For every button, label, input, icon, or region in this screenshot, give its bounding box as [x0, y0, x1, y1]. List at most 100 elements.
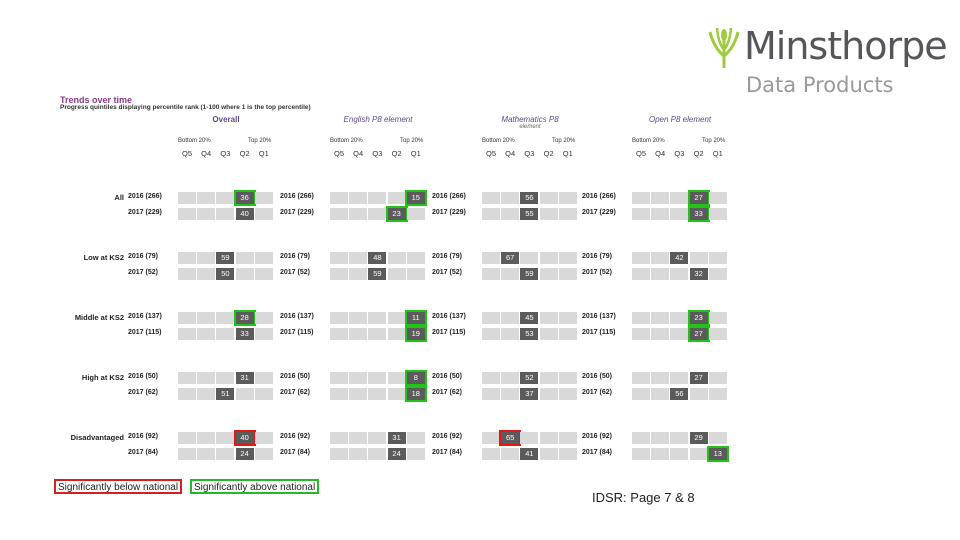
quintile-empty-cell [254, 372, 273, 384]
quintile-empty-cell [216, 328, 235, 340]
quintile-empty-cell [330, 388, 348, 400]
scale-bottom-label: Bottom 20% [482, 138, 515, 144]
quintile-empty-cell [558, 388, 577, 400]
quintile-empty-cell [406, 432, 425, 444]
year-label: 2017 (62) [582, 389, 612, 396]
quintile-header: Q3 [372, 149, 383, 158]
quintile-empty-cell [406, 252, 425, 264]
year-label: 2016 (79) [582, 253, 612, 260]
quintile-empty-cell [330, 328, 348, 340]
year-label: 2017 (229) [280, 209, 314, 216]
quintile-empty-cell [254, 268, 273, 280]
quintile-empty-cell [632, 432, 650, 444]
quintile-empty-cell [651, 372, 670, 384]
quintile-empty-cell [651, 328, 670, 340]
year-label: 2016 (50) [280, 373, 310, 380]
quintile-empty-cell [197, 328, 216, 340]
element-note: element [519, 124, 541, 130]
quintile-empty-cell [235, 388, 254, 400]
quintile-empty-cell [651, 192, 670, 204]
quintile-value-cell: 42 [670, 252, 689, 264]
quintile-empty-cell [330, 208, 348, 220]
quintile-empty-cell [368, 448, 387, 460]
quintile-empty-cell [539, 372, 558, 384]
section-subtitle: Progress quintiles displaying percentile… [60, 104, 311, 111]
quintile-value-cell: 59 [216, 252, 235, 264]
quintile-empty-cell [216, 448, 235, 460]
quintile-header: Q5 [635, 149, 646, 158]
quintile-empty-cell [235, 252, 254, 264]
element-title: Open P8 element [648, 115, 712, 124]
quintile-empty-cell [558, 252, 577, 264]
quintile-empty-cell [330, 252, 348, 264]
quintile-empty-cell [216, 432, 235, 444]
year-label: 2016 (137) [582, 313, 616, 320]
quintile-empty-cell [368, 312, 387, 324]
quintile-empty-cell [558, 208, 577, 220]
quintile-empty-cell [197, 312, 216, 324]
quintile-empty-cell [501, 328, 520, 340]
quintile-empty-cell [632, 372, 650, 384]
quintile-empty-cell [349, 192, 368, 204]
quintile-value-cell: 18 [404, 386, 427, 402]
quintile-empty-cell [197, 448, 216, 460]
page-reference: IDSR: Page 7 & 8 [592, 490, 695, 505]
quintile-header: Q3 [220, 149, 231, 158]
quintile-value-cell: 13 [706, 446, 729, 462]
quintile-value-cell: 56 [670, 388, 689, 400]
quintile-empty-cell [197, 388, 216, 400]
quintile-empty-cell [178, 208, 196, 220]
quintile-empty-cell [254, 252, 273, 264]
year-label: 2017 (115) [432, 329, 466, 336]
element-title: Mathematics P8 [501, 115, 559, 124]
quintile-empty-cell [708, 432, 727, 444]
quintile-empty-cell [349, 312, 368, 324]
quintile-value-cell: 23 [687, 310, 710, 326]
quintile-header: Q4 [655, 149, 666, 158]
quintile-empty-cell [520, 432, 539, 444]
quintile-empty-cell [216, 208, 235, 220]
year-label: 2017 (84) [432, 449, 462, 456]
quintile-empty-cell [482, 372, 500, 384]
quintile-value-cell: 27 [687, 190, 710, 206]
quintile-empty-cell [330, 432, 348, 444]
quintile-empty-cell [197, 432, 216, 444]
quintile-value-cell: 24 [387, 448, 406, 460]
quintile-empty-cell [558, 372, 577, 384]
quintile-value-cell: 37 [520, 388, 539, 400]
quintile-header: Q1 [562, 149, 573, 158]
quintile-value-cell: 65 [499, 430, 522, 446]
year-label: 2017 (229) [432, 209, 466, 216]
quintile-value-cell: 27 [689, 372, 708, 384]
quintile-empty-cell [539, 192, 558, 204]
quintile-header: Q2 [543, 149, 554, 158]
quintile-empty-cell [689, 388, 708, 400]
scale-bottom-label: Bottom 20% [178, 138, 211, 144]
year-label: 2016 (92) [128, 433, 158, 440]
quintile-value-cell: 31 [235, 372, 254, 384]
quintile-empty-cell [178, 448, 196, 460]
quintile-empty-cell [406, 268, 425, 280]
quintile-empty-cell [632, 192, 650, 204]
quintile-empty-cell [670, 268, 689, 280]
element-title: English P8 element [343, 115, 413, 124]
section-title: Trends over time [60, 95, 133, 105]
year-label: 2016 (92) [280, 433, 310, 440]
year-label: 2017 (84) [582, 449, 612, 456]
year-label: 2016 (266) [582, 193, 616, 200]
quintile-header: Q4 [505, 149, 516, 158]
quintile-empty-cell [406, 448, 425, 460]
quintile-empty-cell [670, 192, 689, 204]
year-label: 2017 (84) [128, 449, 158, 456]
quintile-empty-cell [632, 448, 650, 460]
year-label: 2016 (137) [432, 313, 466, 320]
quintile-header: Q4 [201, 149, 212, 158]
year-label: 2016 (92) [432, 433, 462, 440]
quintile-header: Q1 [712, 149, 723, 158]
quintile-empty-cell [349, 268, 368, 280]
year-label: 2017 (62) [432, 389, 462, 396]
group-label: High at KS2 [81, 373, 124, 382]
quintile-empty-cell [632, 208, 650, 220]
quintile-empty-cell [670, 372, 689, 384]
quintile-value-cell: 48 [368, 252, 387, 264]
